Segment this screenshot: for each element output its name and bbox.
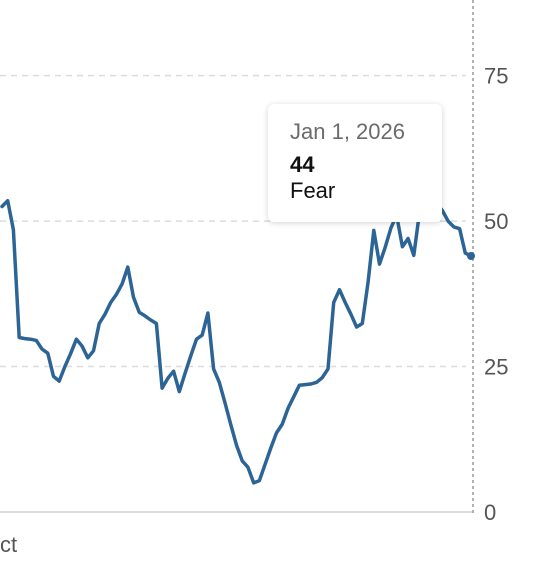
- tooltip-rating: Fear: [290, 178, 336, 203]
- y-tick-label: 50: [484, 209, 508, 234]
- series-line: [0, 189, 473, 485]
- tooltip-value: 44: [290, 152, 315, 177]
- highlighted-point[interactable]: [467, 252, 475, 260]
- series-layer: [0, 189, 475, 485]
- x-tick-label: ct: [0, 532, 17, 557]
- y-axis-ticks: 0 25 50 75: [484, 64, 508, 525]
- y-tick-label: 75: [484, 64, 508, 89]
- tooltip-date: Jan 1, 2026: [290, 119, 405, 144]
- data-tooltip: Jan 1, 2026 44 Fear: [268, 104, 442, 222]
- y-tick-label: 0: [484, 500, 496, 525]
- x-axis-ticks: ct: [0, 532, 17, 557]
- y-tick-label: 25: [484, 355, 508, 380]
